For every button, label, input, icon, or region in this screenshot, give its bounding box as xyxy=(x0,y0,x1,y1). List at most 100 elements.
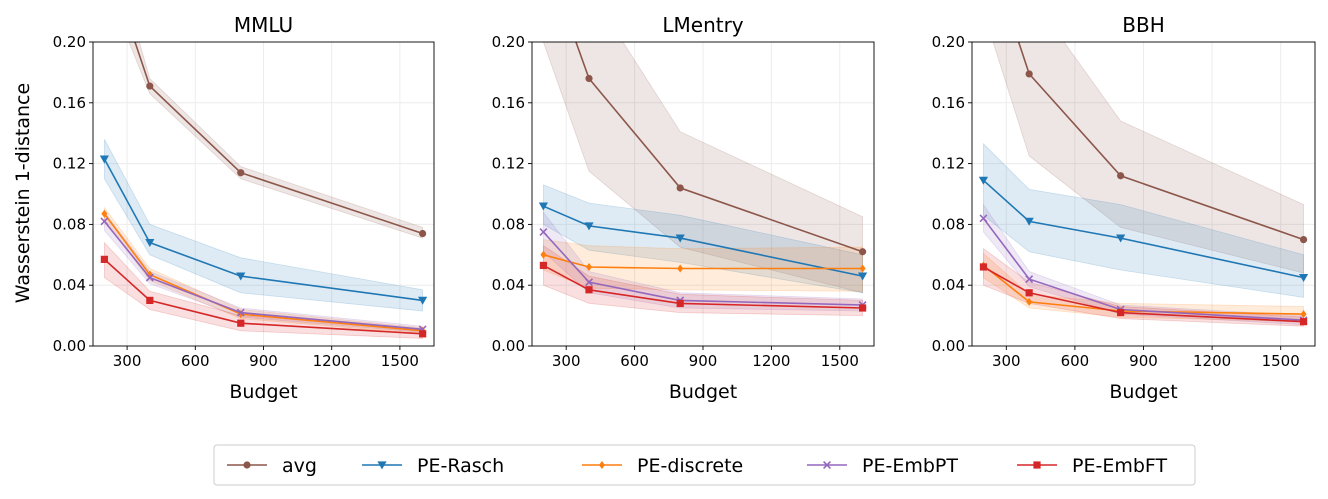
plot-area-bbh xyxy=(978,42,1309,327)
legend-marker-avg xyxy=(243,461,251,469)
marker-pe-rasch-800 xyxy=(675,234,685,243)
y-tick-label: 0.12 xyxy=(932,155,965,173)
x-tick-label: 900 xyxy=(689,352,718,370)
marker-avg-1600 xyxy=(419,229,427,238)
series-line-pe-rasch xyxy=(982,179,1304,279)
marker-pe-rasch-1600 xyxy=(858,272,868,281)
marker-pe-embpt-400 xyxy=(585,278,593,287)
series-line-avg xyxy=(1017,42,1304,241)
x-axis-label: Budget xyxy=(1109,381,1177,403)
series-line-pe-embft xyxy=(103,258,423,335)
legend-item-pe-discrete: PE-discrete xyxy=(582,455,743,477)
chart-title: LMentry xyxy=(662,13,743,37)
marker-avg-1600 xyxy=(859,248,867,256)
marker-pe-embpt-400 xyxy=(1025,275,1034,284)
x-tick-label: 600 xyxy=(1061,352,1090,370)
x-tick-label: 1500 xyxy=(821,352,859,370)
marker-pe-embft-200 xyxy=(539,261,547,270)
chart-panel-lmentry: 300 600 900 1200 1500 0.00 0.04 0.08 0.12 0.16 0.2… xyxy=(492,13,875,403)
y-tick-label: 0.20 xyxy=(53,33,86,51)
marker-pe-embpt-800 xyxy=(236,308,245,317)
x-tick-label: 300 xyxy=(992,352,1021,370)
legend-item-pe-embpt: PE-EmbPT xyxy=(807,455,958,477)
marker-avg-400 xyxy=(146,82,154,90)
series-line-avg xyxy=(134,42,423,235)
marker-pe-rasch-400 xyxy=(1024,217,1034,226)
x-tick-label: 900 xyxy=(1129,352,1158,370)
marker-pe-discrete-200 xyxy=(101,209,108,218)
y-tick-label: 0.04 xyxy=(492,276,525,294)
legend-label: PE-EmbFT xyxy=(1072,455,1167,477)
marker-pe-rasch-800 xyxy=(236,272,246,281)
marker-pe-embft-200 xyxy=(979,263,988,271)
chart-title: BBH xyxy=(1122,13,1164,37)
chart-panel-bbh: 300 600 900 1200 1500 0.00 0.04 0.08 0.12 0.16 0.2… xyxy=(932,13,1316,403)
legend-item-pe-rasch: PE-Rasch xyxy=(362,455,504,477)
y-tick-label: 0.08 xyxy=(932,215,965,233)
marker-pe-embft-1600 xyxy=(859,304,867,312)
x-tick-label: 1200 xyxy=(1193,352,1231,370)
band-pe-rasch xyxy=(104,139,423,312)
y-tick-label: 0.04 xyxy=(53,276,86,294)
chart-title: MMLU xyxy=(234,13,293,37)
marker-avg-400 xyxy=(585,74,593,83)
marker-avg-800 xyxy=(676,184,684,192)
legend-frame xyxy=(213,444,1196,486)
x-tick-label: 1500 xyxy=(1262,352,1300,370)
x-tick-label: 300 xyxy=(552,352,581,370)
legend-label: avg xyxy=(282,455,317,477)
series-line-pe-embpt xyxy=(982,217,1304,321)
band-avg xyxy=(543,42,863,294)
series-line-pe-discrete xyxy=(982,264,1304,315)
marker-pe-embft-1600 xyxy=(419,330,427,338)
x-axis-label: Budget xyxy=(669,381,737,403)
marker-pe-discrete-1600 xyxy=(1300,310,1307,319)
plot-area-mmlu xyxy=(99,42,428,339)
series-line-pe-embft xyxy=(543,264,863,309)
legend-marker-pe-rasch xyxy=(377,461,387,470)
marker-pe-embft-400 xyxy=(585,286,593,294)
marker-pe-embft-200 xyxy=(100,255,108,263)
x-tick-label: 600 xyxy=(181,352,210,370)
marker-pe-embft-800 xyxy=(676,299,684,308)
marker-avg-400 xyxy=(1025,70,1033,78)
legend: avg PE-Rasch PE-discrete PE-EmbPT PE-EmbFT xyxy=(213,444,1196,486)
chart-panels: 300 600 900 1200 1500 0.00 0.04 0.08 0.12 0.16 0.2… xyxy=(53,13,1316,403)
legend-label: PE-discrete xyxy=(637,455,743,477)
y-tick-label: 0.08 xyxy=(53,215,86,233)
band-avg xyxy=(992,42,1304,274)
series-line-avg xyxy=(575,42,863,253)
marker-pe-rasch-400 xyxy=(584,222,594,231)
x-tick-label: 600 xyxy=(620,352,649,370)
y-tick-label: 0.16 xyxy=(492,94,525,112)
marker-pe-embft-400 xyxy=(1025,289,1033,297)
marker-pe-rasch-200 xyxy=(978,176,989,185)
y-tick-label: 0.00 xyxy=(492,337,525,355)
marker-pe-embft-800 xyxy=(1117,308,1125,317)
marker-pe-rasch-200 xyxy=(538,202,548,211)
marker-pe-discrete-1600 xyxy=(859,264,866,273)
legend-label: PE-Rasch xyxy=(417,455,504,477)
marker-pe-discrete-400 xyxy=(586,262,592,271)
x-tick-label: 900 xyxy=(249,352,278,370)
band-pe-discrete xyxy=(543,239,863,292)
legend-marker-pe-embpt xyxy=(823,461,831,469)
x-tick-label: 1200 xyxy=(313,352,351,370)
marker-pe-rasch-200 xyxy=(99,155,109,164)
marker-pe-embpt-200 xyxy=(979,214,988,223)
legend-label: PE-EmbPT xyxy=(862,455,958,477)
y-tick-label: 0.00 xyxy=(932,337,965,355)
chart-panel-mmlu: 300 600 900 1200 1500 0.00 0.04 0.08 0.12 0.16 0.2… xyxy=(53,13,435,403)
y-tick-label: 0.12 xyxy=(53,155,86,173)
y-axis-label: Wasserstein 1-distance xyxy=(12,83,34,303)
y-tick-label: 0.16 xyxy=(932,94,965,112)
x-tick-label: 1200 xyxy=(752,352,790,370)
y-tick-label: 0.08 xyxy=(492,215,525,233)
y-tick-label: 0.20 xyxy=(932,33,965,51)
legend-item-avg: avg xyxy=(227,455,317,477)
marker-pe-embpt-400 xyxy=(145,273,154,282)
marker-avg-1600 xyxy=(1299,236,1308,244)
y-tick-label: 0.16 xyxy=(53,94,86,112)
series-line-pe-embpt xyxy=(542,231,863,306)
